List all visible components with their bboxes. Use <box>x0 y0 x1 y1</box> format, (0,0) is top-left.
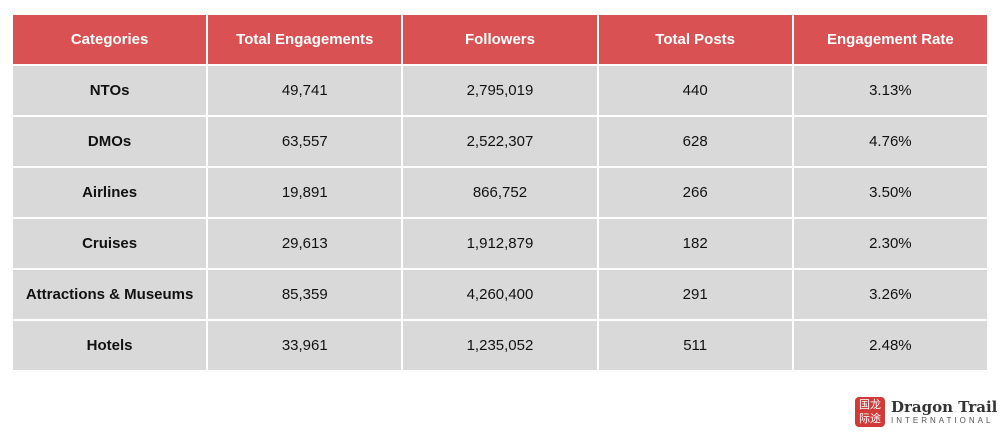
cell-total-posts: 628 <box>596 115 794 168</box>
cell-total-posts: 511 <box>596 319 794 372</box>
cell-engagement-rate: 3.13% <box>791 64 990 117</box>
cell-category: Attractions & Museums <box>10 268 209 321</box>
header-total-posts: Total Posts <box>596 13 794 66</box>
cell-total-posts: 291 <box>596 268 794 321</box>
cell-category: Hotels <box>10 319 209 372</box>
cell-category: DMOs <box>10 115 209 168</box>
cell-total-engagements: 63,557 <box>206 115 404 168</box>
logo-subtitle: INTERNATIONAL <box>891 416 994 425</box>
table-row: Attractions & Museums 85,359 4,260,400 291 3… <box>10 268 990 321</box>
logo-seal-icon: 国龙际途 <box>855 397 885 427</box>
header-followers: Followers <box>401 13 599 66</box>
cell-followers: 1,235,052 <box>401 319 599 372</box>
cell-followers: 2,795,019 <box>401 64 599 117</box>
cell-engagement-rate: 3.50% <box>791 166 990 219</box>
logo-name: Dragon Trail <box>891 398 998 416</box>
cell-engagement-rate: 2.30% <box>791 217 990 270</box>
cell-followers: 866,752 <box>401 166 599 219</box>
cell-category: NTOs <box>10 64 209 117</box>
header-engagement-rate: Engagement Rate <box>791 13 990 66</box>
cell-category: Airlines <box>10 166 209 219</box>
cell-total-engagements: 85,359 <box>206 268 404 321</box>
header-total-engagements: Total Engagements <box>206 13 404 66</box>
table-row: Hotels 33,961 1,235,052 511 2.48% <box>10 319 990 372</box>
table-row: NTOs 49,741 2,795,019 440 3.13% <box>10 64 990 117</box>
cell-total-posts: 266 <box>596 166 794 219</box>
cell-engagement-rate: 2.48% <box>791 319 990 372</box>
header-categories: Categories <box>10 13 209 66</box>
table-header-row: Categories Total Engagements Followers T… <box>10 13 990 66</box>
cell-category: Cruises <box>10 217 209 270</box>
table-row: DMOs 63,557 2,522,307 628 4.76% <box>10 115 990 168</box>
cell-total-engagements: 33,961 <box>206 319 404 372</box>
cell-total-posts: 440 <box>596 64 794 117</box>
cell-total-engagements: 49,741 <box>206 64 404 117</box>
cell-followers: 2,522,307 <box>401 115 599 168</box>
cell-followers: 4,260,400 <box>401 268 599 321</box>
engagement-table: Categories Total Engagements Followers T… <box>10 13 990 372</box>
cell-engagement-rate: 3.26% <box>791 268 990 321</box>
cell-engagement-rate: 4.76% <box>791 115 990 168</box>
table-row: Airlines 19,891 866,752 266 3.50% <box>10 166 990 219</box>
cell-followers: 1,912,879 <box>401 217 599 270</box>
cell-total-engagements: 19,891 <box>206 166 404 219</box>
cell-total-posts: 182 <box>596 217 794 270</box>
dragon-trail-logo: 国龙际途 Dragon Trail INTERNATIONAL <box>855 397 997 427</box>
cell-total-engagements: 29,613 <box>206 217 404 270</box>
table-row: Cruises 29,613 1,912,879 182 2.30% <box>10 217 990 270</box>
